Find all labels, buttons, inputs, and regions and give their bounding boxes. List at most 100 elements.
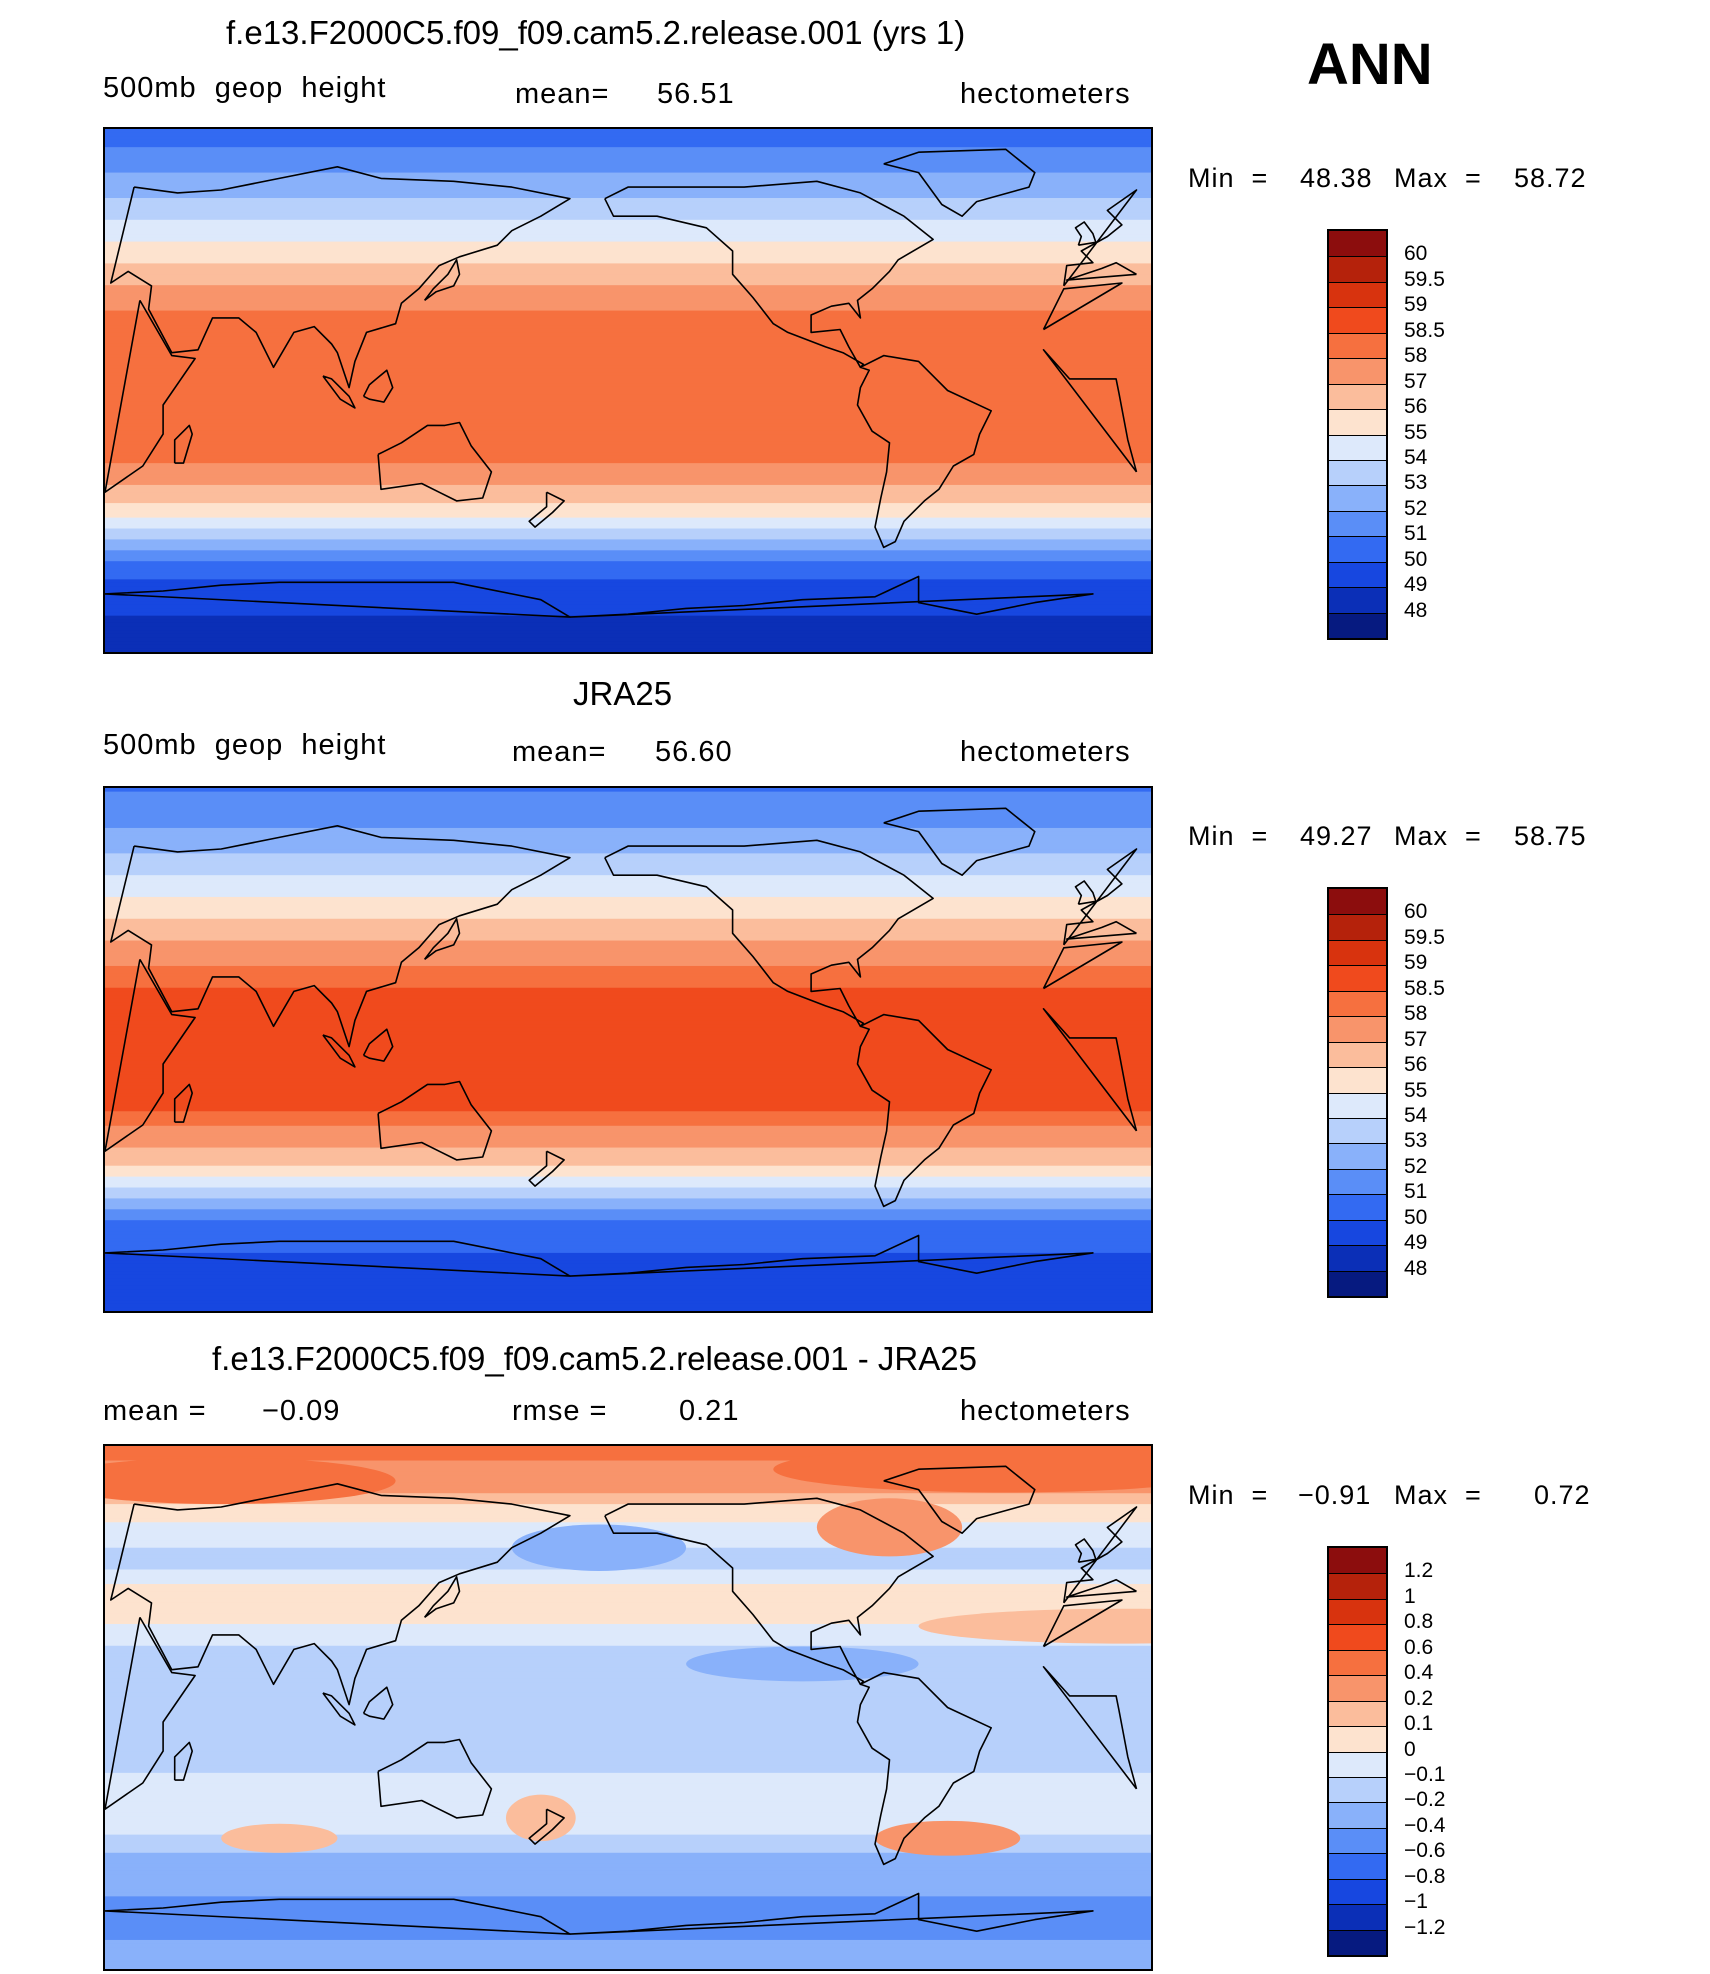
zonal-band (105, 1216, 1151, 1221)
coastline (1063, 189, 1138, 287)
colorbar-cell (1329, 1548, 1386, 1574)
zonal-band (105, 893, 1151, 898)
zonal-band (105, 303, 1151, 308)
zonal-band (105, 904, 1151, 909)
zonal-band (105, 1038, 1151, 1043)
zonal-band (105, 248, 1151, 254)
coastline (110, 1482, 571, 1706)
zonal-band (105, 1234, 1151, 1239)
zonal-band (105, 263, 1151, 268)
zonal-band (105, 136, 1151, 141)
coastline (1065, 261, 1137, 281)
panel3-rmse-value: 0.21 (679, 1395, 740, 1427)
colorbar-tick-label: 56 (1404, 395, 1428, 419)
zonal-band (105, 372, 1151, 377)
zonal-band (105, 306, 1151, 312)
coastline (362, 369, 394, 403)
zonal-band (105, 1176, 1151, 1181)
zonal-band (105, 1482, 1151, 1487)
colorbar-cell (1329, 1649, 1386, 1676)
colorbar-tick-label: 58.5 (1404, 318, 1445, 342)
zonal-band (105, 915, 1151, 920)
zonal-band (105, 1096, 1151, 1101)
zonal-band (105, 1151, 1151, 1156)
zonal-band (105, 314, 1151, 319)
zonal-band (105, 1965, 1151, 1969)
zonal-band (105, 328, 1151, 333)
zonal-band (105, 1852, 1151, 1858)
zonal-band (105, 386, 1151, 392)
panel2-variable: 500mb geop height (103, 729, 387, 761)
zonal-band (105, 1053, 1151, 1058)
zonal-band (105, 1783, 1151, 1789)
zonal-band (105, 1475, 1151, 1480)
zonal-band (105, 1485, 1151, 1491)
zonal-band (105, 1281, 1151, 1287)
zonal-band (105, 1260, 1151, 1265)
zonal-band (105, 1943, 1151, 1948)
anomaly-blob (874, 1820, 1021, 1856)
coastline (604, 180, 934, 369)
zonal-band (105, 1165, 1151, 1170)
zonal-band (105, 139, 1151, 145)
zonal-band (105, 154, 1151, 159)
coastline (569, 1234, 1094, 1277)
zonal-band (105, 1663, 1151, 1669)
zonal-band (105, 1841, 1151, 1847)
zonal-band (105, 1631, 1151, 1636)
coastline (173, 1083, 193, 1123)
zonal-band (105, 1892, 1151, 1897)
zonal-band (105, 878, 1151, 884)
zonal-band (105, 1765, 1151, 1770)
zonal-band (105, 419, 1151, 424)
coastline (1042, 349, 1138, 473)
colorbar-cell (1329, 409, 1386, 435)
coastline (1042, 1666, 1138, 1790)
colorbar-cell (1329, 939, 1386, 966)
colorbar-tick-label: 59.5 (1404, 267, 1445, 291)
zonal-band (105, 648, 1151, 652)
zonal-band (105, 1569, 1151, 1574)
zonal-band (105, 1732, 1151, 1738)
colorbar-tick-label: 0.4 (1404, 1661, 1434, 1685)
zonal-band (105, 1493, 1151, 1498)
zonal-band (105, 857, 1151, 862)
zonal-band (105, 860, 1151, 865)
colorbar-cell (1329, 1624, 1386, 1650)
zonal-band (105, 285, 1151, 290)
coastline (856, 1671, 993, 1866)
coastline (569, 1892, 1094, 1935)
zonal-band (105, 1500, 1151, 1505)
zonal-band (105, 216, 1151, 221)
colorbar-cell (1329, 1853, 1386, 1879)
panel2-mean-label: mean= (512, 736, 607, 768)
coastline (883, 1465, 1036, 1534)
zonal-band (105, 383, 1151, 388)
zonal-band (105, 390, 1151, 395)
coastline (856, 354, 993, 549)
zonal-band (105, 546, 1151, 551)
zonal-band (105, 495, 1151, 501)
zonal-band (105, 1241, 1151, 1247)
zonal-band (105, 838, 1151, 844)
zonal-band (105, 973, 1151, 978)
map-svg (105, 788, 1151, 1311)
colorbar-tick-label: 58 (1404, 1002, 1428, 1026)
coastline (362, 1686, 394, 1720)
coastline (377, 1738, 493, 1819)
zonal-band (105, 346, 1151, 352)
colorbar-cell (1329, 1092, 1386, 1118)
panel1-min-value: 48.38 (1300, 163, 1373, 193)
zonal-band (105, 477, 1151, 482)
zonal-band (105, 817, 1151, 822)
zonal-band (105, 1729, 1151, 1734)
zonal-band (105, 1027, 1151, 1032)
zonal-band (105, 1496, 1151, 1502)
colorbar-cell (1329, 1776, 1386, 1803)
zonal-band (105, 423, 1151, 428)
panel1-min-label: Min = (1188, 163, 1269, 193)
coastline (528, 491, 565, 528)
colorbar-tick-label: 49 (1404, 1231, 1428, 1255)
zonal-band (105, 1456, 1151, 1462)
coastline (856, 1013, 993, 1208)
